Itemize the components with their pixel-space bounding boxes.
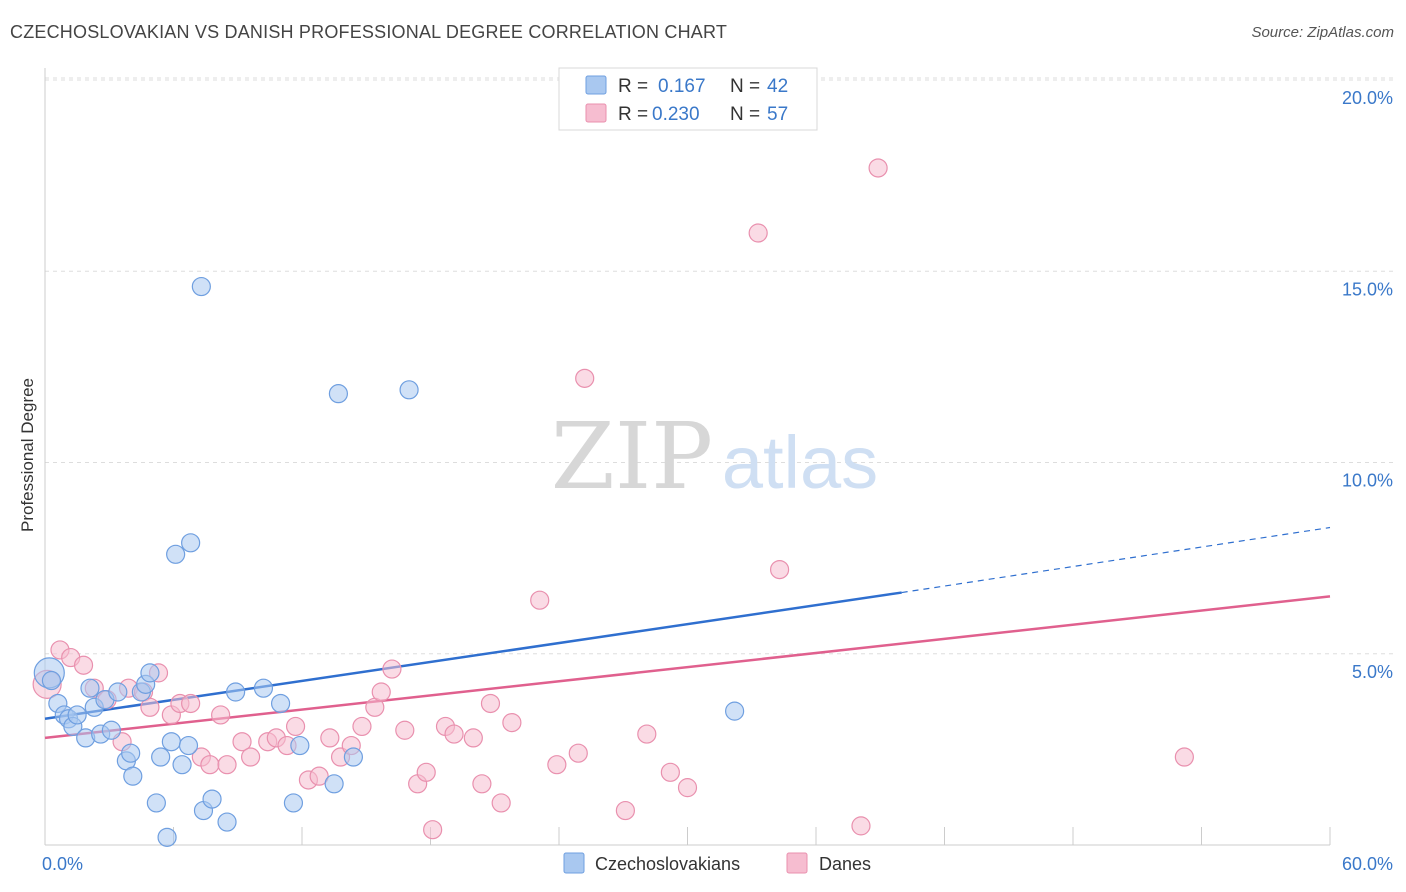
- point-dane-35: [416, 762, 436, 782]
- point-dane-44: [530, 590, 550, 610]
- point-dane-48: [615, 800, 635, 821]
- point-czech-21: [151, 747, 171, 767]
- legend-n-label-2: N =: [730, 104, 760, 125]
- point-czech-8: [80, 678, 100, 698]
- point-czech-1: [41, 670, 62, 691]
- point-dane-51: [677, 778, 698, 798]
- legend-r-value-1: 0.167: [658, 76, 706, 97]
- y-tick-label-3: 20.0%: [1342, 88, 1393, 108]
- trend-lines: [44, 526, 1331, 740]
- point-dane-9: [140, 697, 160, 717]
- point-dane-55: [868, 158, 888, 178]
- point-czech-40: [399, 380, 419, 400]
- point-czech-22: [157, 827, 177, 847]
- point-czech-16: [123, 766, 143, 786]
- legend-r-label-2: R =: [618, 104, 648, 125]
- point-dane-29: [352, 716, 372, 737]
- x-tick-label-max: 60.0%: [1342, 854, 1393, 874]
- point-czech-37: [324, 774, 344, 794]
- point-dane-33: [395, 720, 415, 740]
- point-dane-23: [285, 716, 306, 737]
- point-czech-25: [172, 755, 192, 775]
- legend-n-value-2: 57: [767, 104, 788, 125]
- point-dane-43: [502, 712, 522, 733]
- source-note: Source: ZipAtlas.com: [1251, 24, 1394, 41]
- gridlines: [45, 77, 1395, 655]
- point-dane-56: [1174, 747, 1194, 767]
- point-dane-15: [200, 755, 220, 775]
- point-czech-19: [140, 663, 160, 683]
- series-legend: Czechoslovakians Danes: [563, 852, 871, 874]
- series-swatch-czechoslovakians: [563, 852, 585, 874]
- point-dane-45: [547, 755, 567, 775]
- legend-r-label-1: R =: [618, 76, 648, 97]
- point-dane-39: [463, 728, 483, 748]
- point-dane-50: [660, 762, 680, 782]
- point-dane-52: [748, 223, 768, 243]
- point-dane-49: [637, 724, 657, 744]
- chart-title: CZECHOSLOVAKIAN VS DANISH PROFESSIONAL D…: [10, 22, 728, 42]
- point-czech-38: [328, 384, 349, 404]
- tick-labels: 5.0% 10.0% 15.0% 20.0% 0.0% 60.0%: [42, 88, 1393, 874]
- series-label-czechoslovakians: Czechoslovakians: [595, 854, 740, 874]
- point-dane-40: [472, 774, 492, 794]
- point-dane-25: [309, 766, 329, 786]
- point-dane-47: [575, 368, 595, 388]
- point-czech-36: [290, 735, 310, 756]
- point-dane-54: [851, 816, 871, 836]
- point-czech-13: [108, 682, 128, 702]
- point-czech-24: [166, 544, 186, 564]
- point-dane-36: [423, 820, 443, 840]
- point-czech-31: [217, 812, 237, 832]
- legend-n-value-1: 42: [767, 76, 788, 97]
- point-czech-12: [101, 720, 121, 740]
- point-dane-18: [232, 732, 252, 752]
- legend-n-label-1: N =: [730, 76, 760, 97]
- watermark: ZIP atlas: [551, 403, 878, 510]
- point-czech-27: [181, 533, 201, 553]
- point-dane-32: [382, 659, 402, 679]
- y-tick-label-0: 5.0%: [1352, 662, 1393, 682]
- point-czech-15: [121, 743, 141, 763]
- x-tick-label-min: 0.0%: [42, 854, 83, 874]
- watermark-atlas: atlas: [722, 421, 878, 504]
- data-points: [32, 158, 1194, 847]
- point-dane-19: [241, 747, 261, 767]
- point-dane-42: [491, 793, 511, 813]
- y-tick-label-2: 15.0%: [1342, 279, 1393, 299]
- point-dane-26: [320, 728, 340, 748]
- point-czech-33: [253, 678, 274, 698]
- watermark-zip: ZIP: [551, 403, 713, 510]
- trend-line-czechoslovakians-extension: [901, 526, 1331, 594]
- trend-line-danes: [44, 595, 1331, 740]
- point-czech-28: [191, 276, 211, 297]
- point-dane-16: [211, 705, 231, 725]
- point-dane-13: [181, 693, 201, 714]
- legend: R = 0.167 N = 42 R = 0.230 N = 57: [558, 67, 818, 131]
- point-czech-23: [161, 732, 181, 752]
- y-tick-label-1: 10.0%: [1342, 471, 1393, 491]
- legend-r-value-2: 0.230: [652, 104, 700, 125]
- point-czech-20: [146, 793, 166, 813]
- point-czech-39: [343, 747, 363, 767]
- point-czech-41: [725, 701, 745, 721]
- point-dane-31: [371, 682, 391, 702]
- point-czech-35: [283, 793, 304, 813]
- legend-swatch-pink: [585, 103, 607, 123]
- series-label-danes: Danes: [819, 854, 871, 874]
- point-dane-53: [769, 559, 790, 580]
- point-dane-46: [568, 743, 588, 763]
- point-czech-6: [67, 705, 87, 725]
- point-czech-26: [178, 735, 199, 756]
- point-czech-32: [226, 682, 246, 702]
- legend-swatch-blue: [585, 75, 607, 95]
- point-dane-38: [444, 724, 464, 744]
- point-dane-17: [217, 755, 237, 775]
- point-czech-30: [202, 789, 222, 809]
- point-dane-41: [480, 693, 501, 714]
- series-swatch-danes: [786, 852, 808, 874]
- point-dane-3: [73, 655, 94, 675]
- point-czech-34: [270, 693, 291, 714]
